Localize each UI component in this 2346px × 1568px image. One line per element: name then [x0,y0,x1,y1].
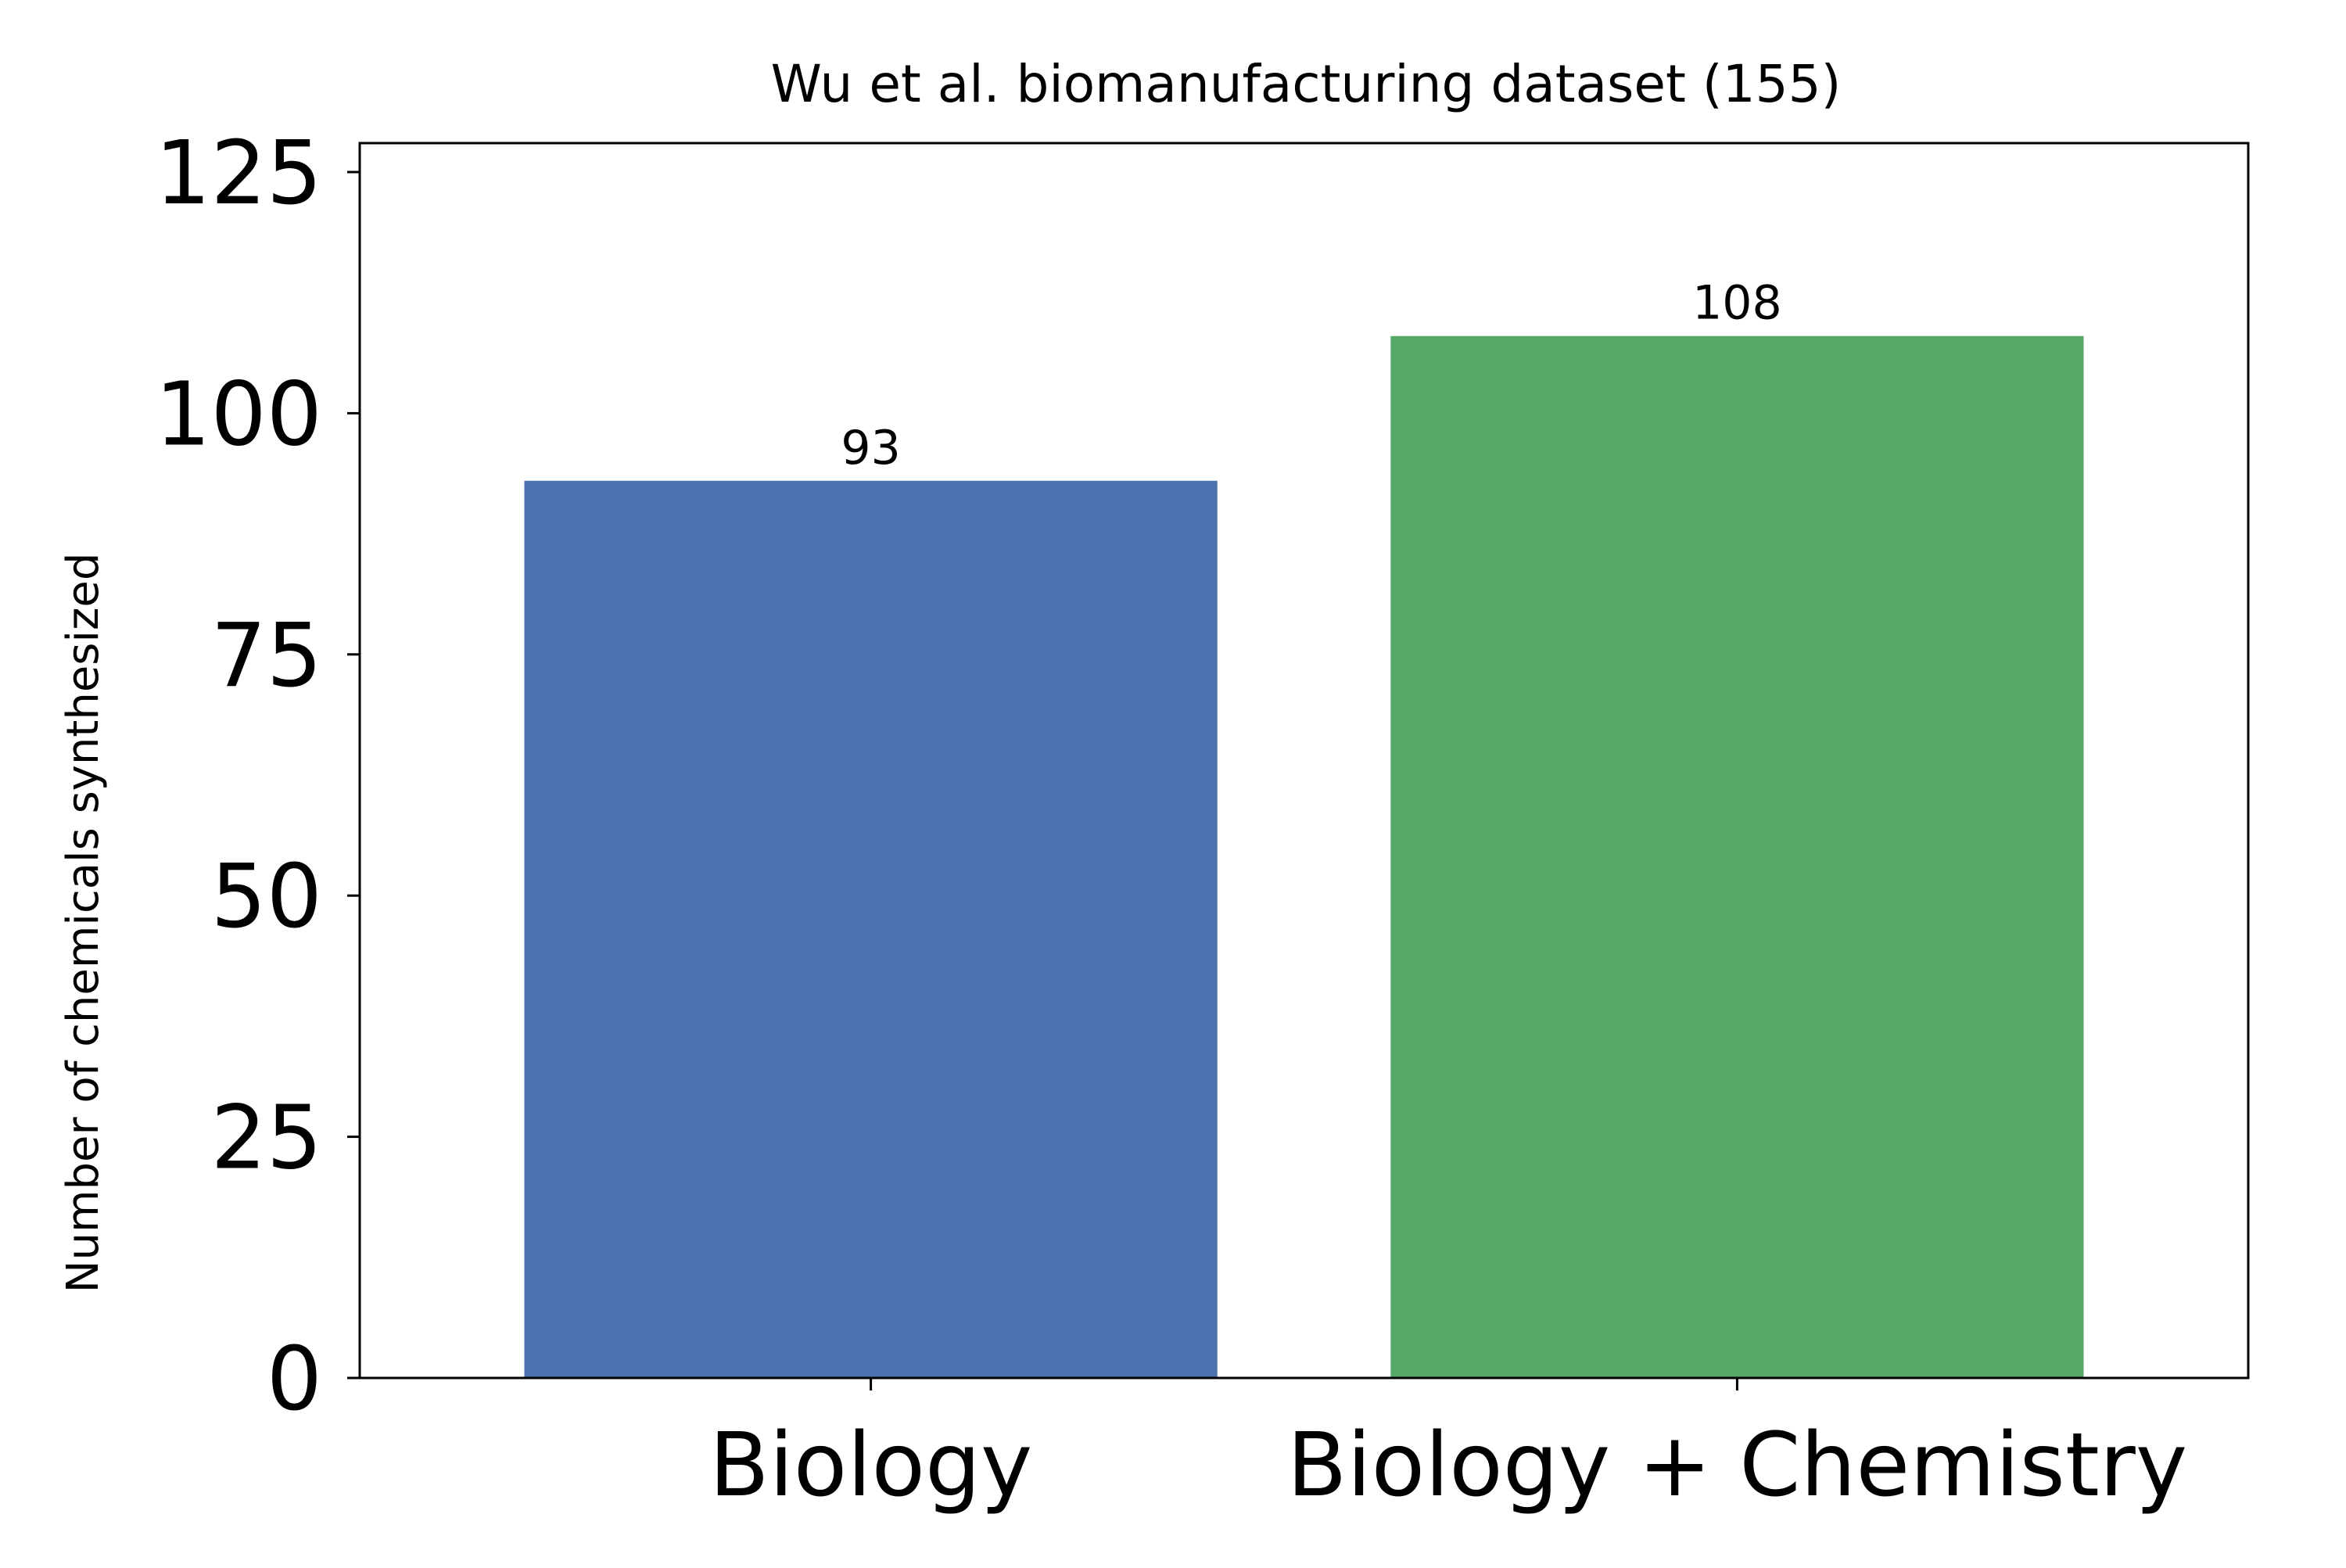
bars-layer [524,335,2084,1378]
y-axis-ticks: 0 25 50 75 100 125 [155,123,360,1430]
bar-value-label-1: 108 [1692,276,1782,331]
x-tick-label-0: Biology [709,1415,1033,1516]
y-tick-label-1: 25 [210,1088,322,1189]
y-axis-label: Number of chemicals synthesized [58,553,109,1294]
x-tick-label-1: Biology + Chemistry [1287,1415,2187,1516]
y-tick-label-4: 100 [155,364,322,465]
chart-title: Wu et al. biomanufacturing dataset (155) [771,54,1842,114]
x-axis-ticks: Biology Biology + Chemistry [709,1378,2187,1516]
plot-area-frame [358,142,2250,1380]
bar-1 [1390,335,2084,1378]
bar-value-label-0: 93 [841,421,900,475]
y-tick-label-2: 50 [210,846,322,948]
bar-0 [524,480,1218,1378]
y-tick-label-0: 0 [267,1329,322,1430]
y-tick-label-5: 125 [155,123,322,224]
value-labels-layer: 93 108 [841,276,1781,475]
y-tick-label-3: 75 [210,605,322,707]
